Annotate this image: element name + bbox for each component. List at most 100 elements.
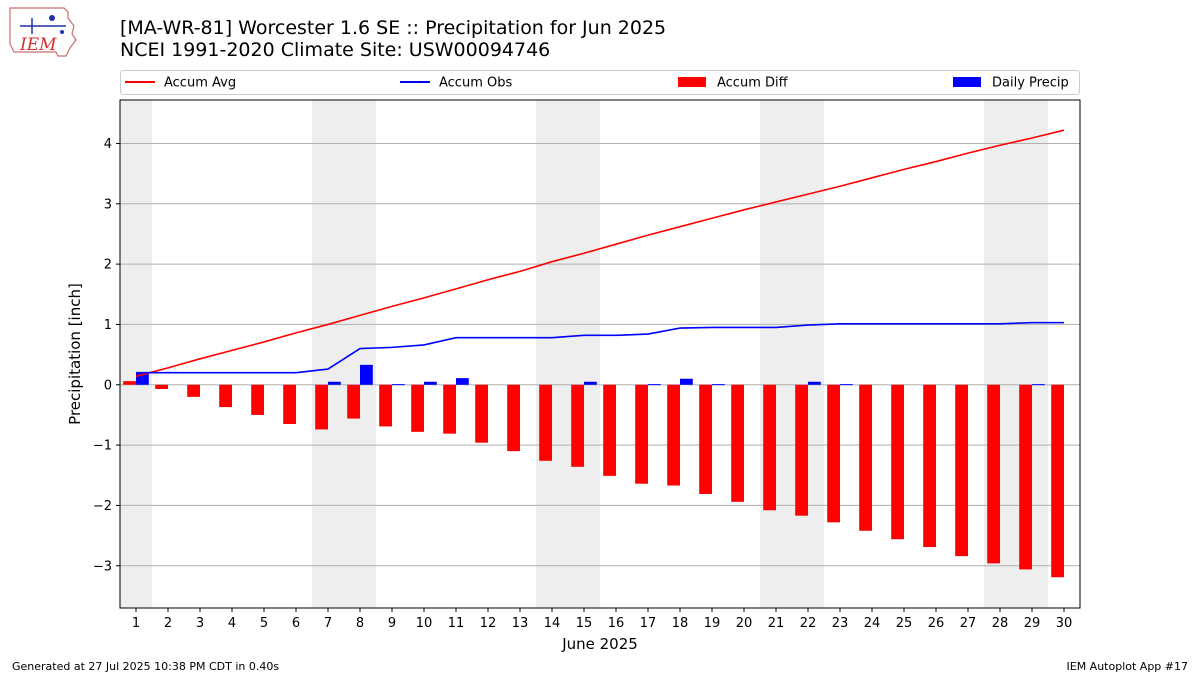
legend-label-1: Accum Avg — [164, 76, 236, 91]
legend-label-2: Accum Obs — [439, 76, 512, 91]
accum-diff-bar-4 — [219, 384, 232, 408]
accum-diff-bar-21 — [763, 384, 776, 511]
legend-swatch-4 — [953, 77, 981, 87]
app-footer: IEM Autoplot App #17 — [1066, 660, 1189, 673]
x-tick-label: 15 — [576, 616, 593, 631]
y-tick-label: 0 — [104, 378, 112, 393]
accum-diff-bar-16 — [603, 384, 616, 476]
daily-precip-bar-10 — [424, 381, 437, 385]
accum-diff-bar-27 — [955, 384, 968, 557]
accum-diff-bar-18 — [667, 384, 680, 486]
x-tick-label: 3 — [196, 616, 204, 631]
x-axis-label: June 2025 — [561, 635, 638, 653]
x-tick-label: 9 — [388, 616, 396, 631]
accum-diff-bar-20 — [731, 384, 744, 502]
y-tick-label: −3 — [93, 559, 112, 574]
accum-diff-bar-25 — [891, 384, 904, 540]
daily-precip-bar-15 — [584, 381, 597, 385]
accum-diff-bar-23 — [827, 384, 840, 523]
weekend-shade-1 — [120, 100, 152, 608]
x-tick-label: 5 — [260, 616, 268, 631]
daily-precip-bar-17 — [648, 384, 661, 386]
accum-diff-bar-28 — [987, 384, 1000, 564]
x-tick-label: 26 — [928, 616, 945, 631]
x-tick-label: 8 — [356, 616, 364, 631]
accum-diff-bar-13 — [507, 384, 520, 452]
y-tick-label: 2 — [104, 258, 112, 273]
accum-diff-bar-1 — [123, 381, 136, 385]
weekend-shade-3 — [536, 100, 600, 608]
daily-precip-bar-9 — [392, 384, 405, 386]
chart-subtitle: NCEI 1991-2020 Climate Site: USW00094746 — [120, 39, 551, 61]
accum-diff-bar-5 — [251, 384, 264, 415]
x-tick-label: 14 — [544, 616, 561, 631]
y-tick-label: −2 — [93, 499, 112, 514]
x-tick-label: 20 — [736, 616, 753, 631]
logo-text: IEM — [19, 35, 57, 55]
accum-diff-bar-3 — [187, 384, 200, 397]
x-tick-label: 24 — [864, 616, 881, 631]
daily-precip-bar-23 — [840, 384, 853, 386]
generated-footer: Generated at 27 Jul 2025 10:38 PM CDT in… — [12, 660, 280, 673]
y-tick-label: −1 — [93, 439, 112, 454]
legend-label-3: Accum Diff — [717, 76, 789, 91]
daily-precip-bar-22 — [808, 381, 821, 385]
chart-title: [MA-WR-81] Worcester 1.6 SE :: Precipita… — [120, 17, 667, 39]
accum-diff-bar-7 — [315, 384, 328, 430]
accum-diff-bar-9 — [379, 384, 392, 427]
x-tick-label: 21 — [768, 616, 785, 631]
y-tick-label: 1 — [104, 318, 112, 333]
accum-diff-bar-6 — [283, 384, 296, 424]
x-tick-label: 11 — [448, 616, 465, 631]
accum-diff-bar-24 — [859, 384, 872, 531]
accum-diff-bar-26 — [923, 384, 936, 548]
y-tick-label: 4 — [104, 137, 112, 152]
x-tick-label: 12 — [480, 616, 497, 631]
x-tick-label: 1 — [132, 616, 140, 631]
accum-diff-bar-22 — [795, 384, 808, 516]
x-tick-label: 16 — [608, 616, 625, 631]
accum-diff-bar-17 — [635, 384, 648, 484]
daily-precip-bar-29 — [1032, 384, 1045, 386]
daily-precip-bar-8 — [360, 364, 373, 385]
legend-box — [120, 70, 1080, 95]
weekend-shade-2 — [312, 100, 376, 608]
accum-diff-bar-12 — [475, 384, 488, 443]
accum-obs-line — [136, 321, 1064, 374]
x-tick-label: 19 — [704, 616, 721, 631]
x-tick-label: 28 — [992, 616, 1009, 631]
x-tick-label: 27 — [960, 616, 977, 631]
x-tick-label: 23 — [832, 616, 849, 631]
y-axis-label: Precipitation [inch] — [66, 283, 84, 425]
x-tick-label: 30 — [1056, 616, 1073, 631]
accum-diff-bar-14 — [539, 384, 552, 461]
accum-diff-bar-19 — [699, 384, 712, 494]
weekend-shade-4 — [760, 100, 824, 608]
y-tick-label: 3 — [104, 197, 112, 212]
legend-label-4: Daily Precip — [992, 76, 1069, 91]
accum-diff-bar-11 — [443, 384, 456, 434]
x-tick-label: 25 — [896, 616, 913, 631]
plot-frame — [119, 99, 1081, 609]
daily-precip-bar-7 — [328, 381, 341, 385]
x-tick-label: 2 — [164, 616, 172, 631]
daily-precip-bar-19 — [712, 384, 725, 386]
x-tick-label: 10 — [416, 616, 433, 631]
accum-diff-bar-2 — [155, 384, 168, 389]
accum-diff-bar-30 — [1051, 384, 1064, 578]
accum-diff-bar-29 — [1019, 384, 1032, 570]
x-tick-label: 13 — [512, 616, 529, 631]
x-tick-label: 18 — [672, 616, 689, 631]
x-tick-label: 17 — [640, 616, 657, 631]
accum-diff-bar-10 — [411, 384, 424, 432]
x-tick-label: 22 — [800, 616, 817, 631]
iowa-outline-icon — [9, 7, 77, 57]
x-tick-label: 29 — [1024, 616, 1041, 631]
x-tick-label: 4 — [228, 616, 236, 631]
x-tick-label: 6 — [292, 616, 300, 631]
daily-precip-bar-11 — [456, 378, 469, 385]
accum-diff-bar-8 — [347, 384, 360, 419]
daily-precip-bar-18 — [680, 378, 693, 385]
x-tick-label: 7 — [324, 616, 332, 631]
